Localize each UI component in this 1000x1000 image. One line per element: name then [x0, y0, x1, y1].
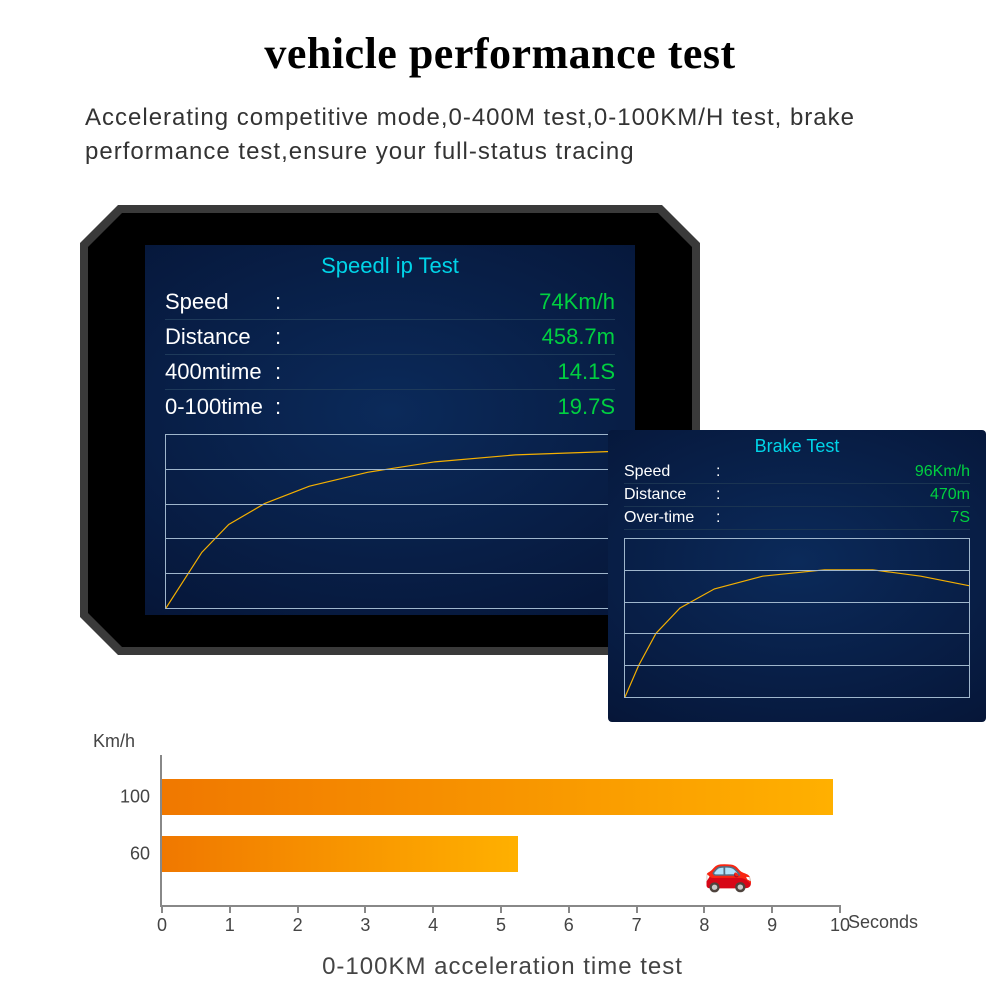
chart-gridline: [625, 538, 969, 539]
chart-gridline: [625, 633, 969, 634]
metric-value: 96: [915, 463, 933, 481]
bar-chart-caption: 0-100KM acceleration time test: [85, 953, 920, 981]
bar-xtick: [703, 905, 705, 913]
bar-xtick-label: 8: [699, 915, 709, 936]
metric-row: Speed: 74Km/h: [165, 285, 615, 320]
bar-xtick-label: 2: [293, 915, 303, 936]
bar: [162, 779, 833, 815]
speed-chart-curve: [166, 434, 614, 608]
metric-label: 400mtime: [165, 359, 275, 385]
metric-unit: Km/h: [933, 463, 970, 481]
metric-label: 0-100time: [165, 394, 275, 420]
chart-gridline: [625, 602, 969, 603]
chart-gridline: [166, 573, 614, 574]
bar-xtick-label: 6: [564, 915, 574, 936]
metric-colon: :: [275, 394, 287, 420]
bar-xtick-label: 0: [157, 915, 167, 936]
device-brake-test: Brake Test Speed: 96Km/h Distance: 470m Over…: [608, 430, 986, 722]
bar-category-label: 60: [130, 844, 150, 865]
metric-value: 470: [930, 486, 957, 504]
metric-row: Over-time: 7S: [624, 507, 970, 530]
chart-gridline: [166, 434, 614, 435]
screen-title-speed: Speedl ip Test: [145, 245, 635, 279]
brake-chart: [624, 538, 970, 698]
bar-xtick-label: 7: [632, 915, 642, 936]
metric-row: Distance: 470m: [624, 484, 970, 507]
metric-unit: m: [597, 324, 615, 350]
bar-xtick: [161, 905, 163, 913]
screen-speed-test: Speedl ip Test Speed: 74Km/h Distance: 458.…: [145, 245, 635, 615]
bar-yaxis-label: Km/h: [93, 731, 135, 752]
metric-value: 458.7: [542, 324, 597, 350]
bar-xtick: [229, 905, 231, 913]
metric-colon: :: [275, 289, 287, 315]
metric-label: Speed: [624, 463, 716, 481]
page-subtitle: Accelerating competitive mode,0-400M tes…: [0, 79, 1000, 168]
metric-value: 19.7: [557, 394, 600, 420]
bar-xtick: [636, 905, 638, 913]
bar-xaxis-label: Seconds: [848, 912, 918, 933]
metric-label: Speed: [165, 289, 275, 315]
metric-label: Distance: [165, 324, 275, 350]
bar-xtick: [568, 905, 570, 913]
metric-value: 74: [539, 289, 563, 315]
speed-chart: [165, 434, 615, 609]
bar-xtick: [839, 905, 841, 913]
speed-metric-list: Speed: 74Km/h Distance: 458.7m 400mtime: 14.1…: [145, 279, 635, 428]
metric-label: Distance: [624, 486, 716, 504]
device-speed-test: Speedl ip Test Speed: 74Km/h Distance: 458.…: [80, 205, 700, 655]
metric-row: Distance: 458.7m: [165, 320, 615, 355]
metric-colon: :: [716, 509, 728, 527]
metric-unit: Km/h: [564, 289, 615, 315]
bar-xtick: [500, 905, 502, 913]
metric-row: 0-100time: 19.7S: [165, 390, 615, 424]
chart-gridline: [166, 504, 614, 505]
bar-xtick-label: 9: [767, 915, 777, 936]
metric-row: 400mtime: 14.1S: [165, 355, 615, 390]
brake-metric-list: Speed: 96Km/h Distance: 470m Over-time: 7S: [608, 457, 986, 532]
bar: [162, 836, 518, 872]
bar-xtick-label: 4: [428, 915, 438, 936]
bar-xtick-label: 3: [360, 915, 370, 936]
metric-unit: S: [600, 359, 615, 385]
chart-gridline: [166, 538, 614, 539]
bar-category-label: 100: [120, 787, 150, 808]
bar-xtick: [297, 905, 299, 913]
metric-unit: S: [600, 394, 615, 420]
metric-unit: S: [959, 509, 970, 527]
metric-value: 14.1: [557, 359, 600, 385]
metric-colon: :: [716, 463, 728, 481]
screen-title-brake: Brake Test: [608, 430, 986, 457]
bar-xtick: [771, 905, 773, 913]
metric-colon: :: [716, 486, 728, 504]
chart-gridline: [166, 469, 614, 470]
bar-xtick: [432, 905, 434, 913]
car-icon: 🚗: [704, 847, 754, 894]
brake-chart-curve: [625, 538, 969, 697]
bar-xtick-label: 5: [496, 915, 506, 936]
metric-unit: m: [957, 486, 970, 504]
page-title: vehicle performance test: [0, 0, 1000, 79]
bar-xtick-label: 1: [225, 915, 235, 936]
acceleration-bar-chart: Km/h Seconds 10060012345678910🚗 0-100KM …: [85, 735, 920, 935]
chart-gridline: [625, 570, 969, 571]
chart-gridline: [625, 665, 969, 666]
metric-colon: :: [275, 359, 287, 385]
metric-colon: :: [275, 324, 287, 350]
metric-label: Over-time: [624, 509, 716, 527]
bar-plot-area: Seconds 10060012345678910🚗: [160, 755, 840, 907]
metric-value: 7: [950, 509, 959, 527]
metric-row: Speed: 96Km/h: [624, 461, 970, 484]
bar-xtick: [364, 905, 366, 913]
bar-xtick-label: 10: [830, 915, 850, 936]
